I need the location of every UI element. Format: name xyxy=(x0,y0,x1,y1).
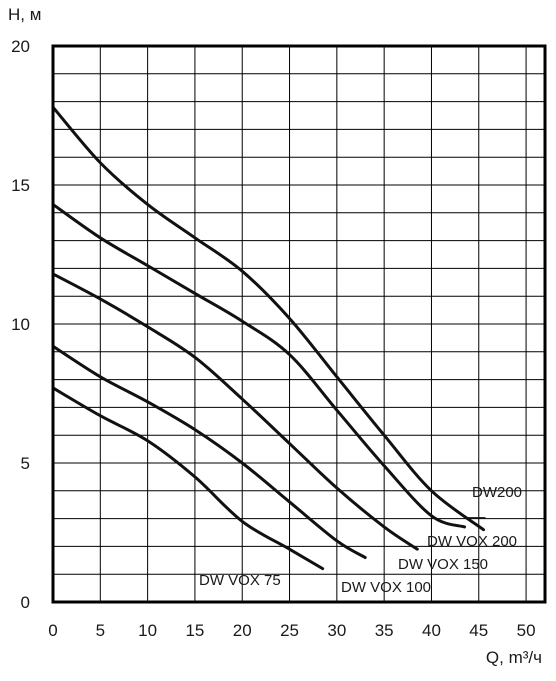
y-axis-title: H, м xyxy=(8,5,41,24)
series-line-dw-vox-100 xyxy=(51,344,367,560)
label-dw-vox-100: DW VOX 100 xyxy=(341,579,431,596)
x-tick-label: 15 xyxy=(185,621,204,640)
label-dw-vox-150: DW VOX 150 xyxy=(398,556,488,573)
label-dw200: DW200 xyxy=(472,484,522,501)
series-line-dw-vox-150 xyxy=(51,272,419,551)
y-tick-label: 10 xyxy=(11,315,30,334)
plot-frame xyxy=(51,44,547,604)
series-line-dw200 xyxy=(51,105,485,532)
series-line-dw-vox-75 xyxy=(51,386,325,571)
y-tick-labels: 0 5 10 15 20 xyxy=(11,37,30,612)
x-tick-label: 40 xyxy=(422,621,441,640)
x-tick-label: 10 xyxy=(138,621,157,640)
curves xyxy=(51,105,485,571)
x-tick-label: 35 xyxy=(375,621,394,640)
x-tick-label: 45 xyxy=(469,621,488,640)
y-tick-label: 5 xyxy=(21,454,30,473)
y-tick-label: 0 xyxy=(21,593,30,612)
x-axis-title: Q, m³/ч xyxy=(486,648,542,667)
x-tick-label: 50 xyxy=(517,621,536,640)
label-dw-vox-75: DW VOX 75 xyxy=(199,572,281,589)
x-tick-label: 20 xyxy=(233,621,252,640)
grid xyxy=(53,46,545,602)
y-tick-label: 20 xyxy=(11,37,30,56)
x-tick-label: 30 xyxy=(327,621,346,640)
y-tick-label: 15 xyxy=(11,176,30,195)
series-line-dw-vox-200 xyxy=(51,202,467,529)
x-tick-label: 0 xyxy=(48,621,57,640)
x-tick-label: 25 xyxy=(280,621,299,640)
x-tick-labels: 0 5 10 15 20 25 30 35 40 45 50 xyxy=(48,621,535,640)
label-dw-vox-200: DW VOX 200 xyxy=(427,533,517,550)
x-tick-label: 5 xyxy=(96,621,105,640)
